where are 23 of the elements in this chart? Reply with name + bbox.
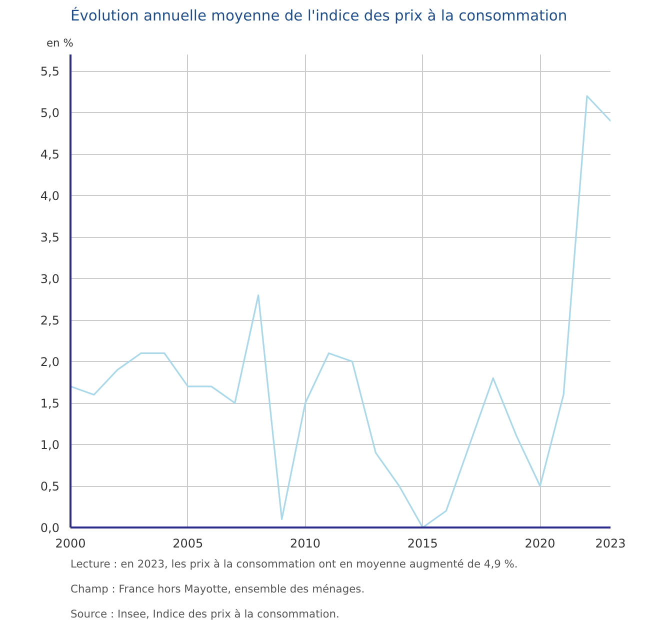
y-tick-label: 0,0 [40,521,60,535]
y-tick-label: 3,5 [40,230,60,245]
y-tick-label: 3,0 [40,272,60,286]
x-tick-label: 2015 [407,536,438,550]
y-tick-label: 4,0 [40,189,60,204]
x-tick-label: 2005 [172,536,204,550]
y-tick-label: 1,0 [40,438,60,452]
x-tick-label: 2020 [524,536,556,550]
chart-title: Évolution annuelle moyenne de l'indice des prix à la consommation [70,6,568,24]
text: Champ : France hors Mayotte, ensemble des ménages. [70,582,365,596]
y-axis-title: en % [46,36,74,50]
text: Lecture : en 2023, les prix à la consommation ont en moyenne augmenté de 4,9 %. [70,558,518,570]
x-tick-label: 2010 [290,536,321,550]
x-tick-label: 2000 [55,536,86,550]
y-tick-label: 5,5 [40,64,60,79]
x-tick-label: 2023 [595,536,626,550]
y-tick-label: 5,0 [40,106,60,120]
y-tick-label: 2,5 [40,314,60,328]
y-tick-label: 1,5 [40,396,60,411]
y-tick-label: 2,0 [40,355,60,370]
y-tick-label: 4,5 [40,148,60,162]
source-note: Source : Insee, Indice des prix à la consommation. [70,608,340,620]
y-tick-label: 0,5 [40,480,60,494]
